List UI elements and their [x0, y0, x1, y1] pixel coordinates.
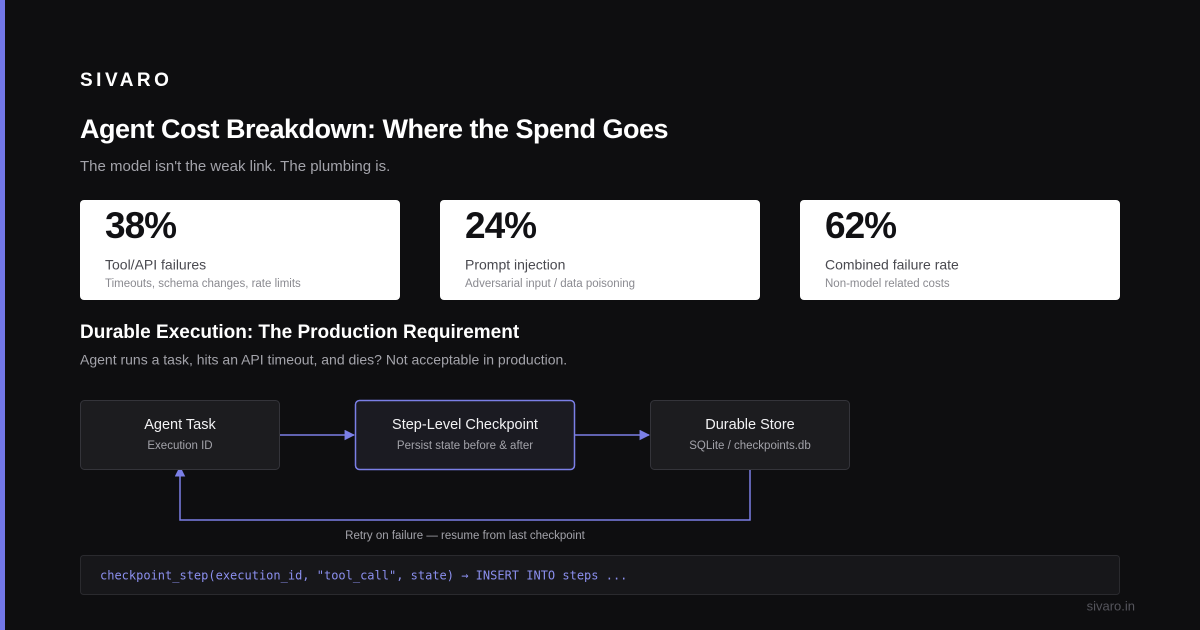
- section-subtitle: Agent runs a task, hits an API timeout, …: [80, 352, 567, 368]
- stat-card: [80, 200, 400, 300]
- code: checkpoint_step(execution_id, "tool_call…: [100, 569, 627, 583]
- stat-label: Prompt injection: [465, 257, 565, 273]
- stat-card: [440, 200, 760, 300]
- stat-note: Non-model related costs: [825, 278, 950, 290]
- flow-nodes: Agent Task Execution ID Step-Level Checkpo…: [80, 399, 850, 471]
- stat-value: 62%: [825, 205, 896, 246]
- stat-note: Adversarial input / data poisoning: [465, 278, 635, 290]
- node-label: Step-Level Checkpoint: [392, 417, 538, 433]
- brand: SIVARO: [80, 70, 172, 91]
- node-sub: SQLite / checkpoints.db: [689, 440, 810, 452]
- stat-value: 24%: [465, 205, 536, 246]
- stat-cards: 38% Tool/API failures Timeouts, schema cha…: [80, 200, 1120, 300]
- retry-loop: [174, 465, 751, 521]
- node-label: Durable Store: [705, 417, 794, 433]
- section-title: Durable Execution: The Production Requir…: [80, 322, 520, 343]
- loop-label: Retry on failure — resume from last chec…: [345, 530, 585, 542]
- node-label: Agent Task: [144, 417, 216, 433]
- node-sub: Persist state before & after: [397, 440, 533, 452]
- stat-label: Combined failure rate: [825, 257, 959, 273]
- stat-card: [800, 200, 1120, 300]
- footer: sivaro.in: [1087, 598, 1135, 613]
- node-sub: Execution ID: [147, 440, 212, 452]
- stat-note: Timeouts, schema changes, rate limits: [105, 278, 301, 290]
- flow-node: [80, 400, 280, 470]
- subtitle: The model isn't the weak link. The plumb…: [80, 158, 390, 175]
- flow-node: [354, 399, 576, 471]
- code-box: [80, 555, 1120, 595]
- flow-node: [650, 400, 850, 470]
- accent-bar: [0, 0, 5, 630]
- title: Agent Cost Breakdown: Where the Spend Go…: [80, 114, 668, 144]
- stat-label: Tool/API failures: [105, 257, 206, 273]
- stat-value: 38%: [105, 205, 176, 246]
